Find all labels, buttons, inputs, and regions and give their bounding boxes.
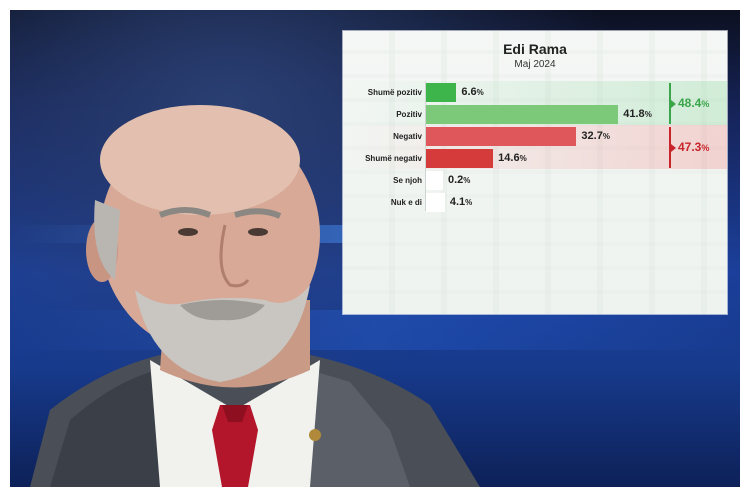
group-total-label: 48.4%	[678, 95, 710, 110]
category-label: Pozitiv	[396, 110, 422, 119]
category-label: Negativ	[393, 132, 422, 141]
group-bracket	[669, 127, 671, 168]
data-label: 6.6%	[461, 86, 484, 98]
category-label: Nuk e di	[390, 198, 422, 207]
bar	[426, 171, 443, 190]
data-label: 32.7%	[581, 130, 610, 142]
category-label: Se njoh	[393, 176, 422, 185]
group-arrow-icon	[671, 143, 676, 152]
data-label: 14.6%	[498, 152, 527, 164]
bar	[426, 105, 619, 124]
group-bracket	[669, 83, 671, 124]
bar	[426, 149, 494, 168]
poll-chart-card: Edi Rama Maj 2024 Shumë pozitiv 6.6% Pozit…	[343, 31, 727, 314]
category-label: Shumë negativ	[365, 154, 422, 163]
bar	[426, 83, 457, 102]
axis-line	[425, 81, 426, 211]
category-label: Shumë pozitiv	[367, 88, 422, 97]
chart-title: Edi Rama	[503, 41, 567, 57]
data-label: 0.2%	[448, 174, 471, 186]
group-total-label: 47.3%	[678, 139, 710, 154]
data-label: 4.1%	[449, 196, 473, 208]
man-portrait	[30, 105, 480, 487]
group-arrow-icon	[671, 99, 676, 108]
data-label: 41.8%	[623, 108, 652, 120]
bar	[426, 193, 445, 212]
bar	[426, 127, 577, 146]
watermark-pattern	[343, 31, 727, 314]
chart-subtitle: Maj 2024	[514, 59, 556, 70]
